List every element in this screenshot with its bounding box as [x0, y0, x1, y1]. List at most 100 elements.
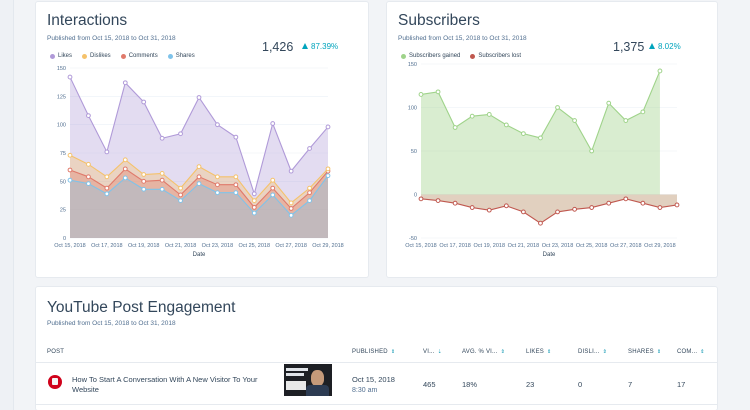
y-tick-label: 100	[57, 123, 66, 129]
video-thumbnail[interactable]	[284, 364, 332, 396]
data-point-dislikes	[67, 152, 73, 158]
x-tick-label: Oct 25, 2018	[576, 243, 608, 249]
x-tick-label: Oct 23, 2018	[542, 243, 574, 249]
x-tick-label: Oct 21, 2018	[165, 243, 197, 249]
data-point-shares	[159, 186, 165, 192]
data-point-subscribers-lost	[674, 202, 680, 208]
x-tick-label: Oct 17, 2018	[91, 243, 123, 249]
data-point-subscribers-lost	[623, 196, 629, 202]
table-header-divider	[36, 362, 717, 363]
comments-dot-icon	[120, 53, 126, 59]
lost-dot-icon	[470, 53, 476, 59]
x-tick-label: Oct 19, 2018	[128, 243, 160, 249]
data-point-subscribers-gained	[623, 118, 629, 123]
sort-icon: ⇕	[500, 349, 506, 355]
data-point-shares	[196, 181, 202, 187]
column-label: VI...	[423, 349, 435, 355]
column-label: PUBLISHED	[352, 349, 388, 355]
interactions-change: 87.39%	[302, 42, 338, 51]
y-tick-label: -50	[409, 236, 417, 242]
likes-dot-icon	[50, 53, 55, 59]
interactions-date-range: Published from Oct 15, 2018 to Oct 31, 2…	[47, 35, 176, 42]
legend-label: Likes	[58, 53, 73, 59]
data-point-likes	[67, 74, 73, 80]
data-point-dislikes	[251, 198, 257, 204]
data-point-shares	[251, 210, 257, 216]
column-header-likes[interactable]: LIKES ⇕	[526, 349, 551, 355]
data-point-subscribers-gained	[418, 92, 424, 97]
table-row-divider	[36, 404, 717, 405]
column-header-shares[interactable]: SHARES ⇕	[628, 349, 661, 355]
legend-item-likes[interactable]: Likes	[50, 53, 72, 59]
y-tick-label: 150	[408, 62, 417, 68]
column-header-post[interactable]: POST	[47, 349, 64, 355]
data-point-shares	[178, 198, 183, 204]
subscribers-change-value: 8.02%	[658, 42, 681, 51]
data-point-subscribers-lost	[572, 206, 578, 212]
data-point-subscribers-gained	[640, 109, 646, 115]
column-header-avg-pct[interactable]: AVG. % VI... ⇕	[462, 349, 505, 355]
column-header-views[interactable]: VI... ⇣	[423, 349, 442, 355]
legend-item-gained[interactable]: Subscribers gained	[401, 53, 460, 59]
data-point-likes	[122, 80, 128, 86]
data-point-likes	[233, 134, 239, 140]
legend-label: Comments	[128, 53, 158, 59]
data-point-subscribers-lost	[469, 205, 475, 210]
column-header-published[interactable]: PUBLISHED ⇕	[352, 349, 395, 355]
area-dislikes	[70, 155, 328, 238]
x-tick-label: Oct 17, 2018	[439, 243, 471, 249]
legend-item-comments[interactable]: Comments	[120, 53, 158, 59]
thumbnail-text-line	[286, 373, 304, 376]
data-point-subscribers-gained	[572, 118, 578, 123]
data-point-comments	[196, 174, 202, 180]
interactions-card: Interactions Published from Oct 15, 2018…	[36, 2, 368, 277]
y-tick-label: 100	[408, 106, 417, 112]
published-date: Oct 15, 2018	[352, 375, 395, 384]
legend-label: Subscribers gained	[409, 53, 461, 59]
legend-item-lost[interactable]: Subscribers lost	[470, 53, 521, 59]
data-point-subscribers-lost	[435, 198, 441, 203]
data-point-shares	[325, 173, 331, 179]
data-point-dislikes	[159, 171, 165, 176]
sort-descending-icon: ⇣	[437, 349, 443, 355]
area-subscribers-gained	[421, 70, 660, 195]
data-point-subscribers-gained	[555, 105, 560, 110]
data-point-shares	[141, 186, 147, 192]
data-point-subscribers-lost	[521, 209, 526, 215]
data-point-likes	[104, 149, 110, 155]
sort-icon: ⇕	[602, 349, 607, 355]
data-point-dislikes	[215, 174, 220, 180]
x-tick-label: Oct 19, 2018	[474, 243, 506, 249]
interactions-total: 1,426	[262, 40, 294, 54]
data-point-comments	[270, 185, 276, 191]
data-point-comments	[178, 192, 183, 198]
data-point-subscribers-lost	[640, 200, 646, 206]
data-point-dislikes	[104, 174, 110, 180]
column-header-dislikes[interactable]: DISLI... ⇕	[578, 349, 607, 355]
column-header-comments[interactable]: COM... ⇕	[677, 349, 705, 355]
sort-icon: ⇕	[656, 349, 662, 355]
legend-item-shares[interactable]: Shares	[167, 53, 195, 59]
data-point-comments	[86, 174, 91, 180]
x-axis-label: Date	[193, 252, 206, 258]
data-point-dislikes	[178, 185, 183, 191]
data-point-dislikes	[196, 164, 202, 170]
data-point-comments	[233, 182, 239, 188]
data-point-likes	[178, 131, 183, 137]
comments-value: 17	[677, 380, 686, 389]
y-tick-label: 150	[57, 66, 66, 72]
data-point-comments	[67, 167, 73, 173]
data-point-subscribers-gained	[606, 100, 612, 106]
legend-item-dislikes[interactable]: Dislikes	[82, 53, 111, 59]
data-point-likes	[325, 124, 331, 130]
post-title-link[interactable]: How To Start A Conversation With A New V…	[72, 375, 258, 394]
subscribers-card: Subscribers Published from Oct 15, 2018 …	[387, 2, 717, 277]
data-point-subscribers-lost	[538, 220, 543, 226]
column-label: COM...	[677, 349, 698, 355]
data-point-subscribers-gained	[589, 148, 595, 154]
likes-value: 23	[526, 380, 535, 389]
data-point-comments	[159, 177, 165, 183]
data-point-dislikes	[325, 166, 331, 172]
data-point-comments	[141, 178, 147, 184]
